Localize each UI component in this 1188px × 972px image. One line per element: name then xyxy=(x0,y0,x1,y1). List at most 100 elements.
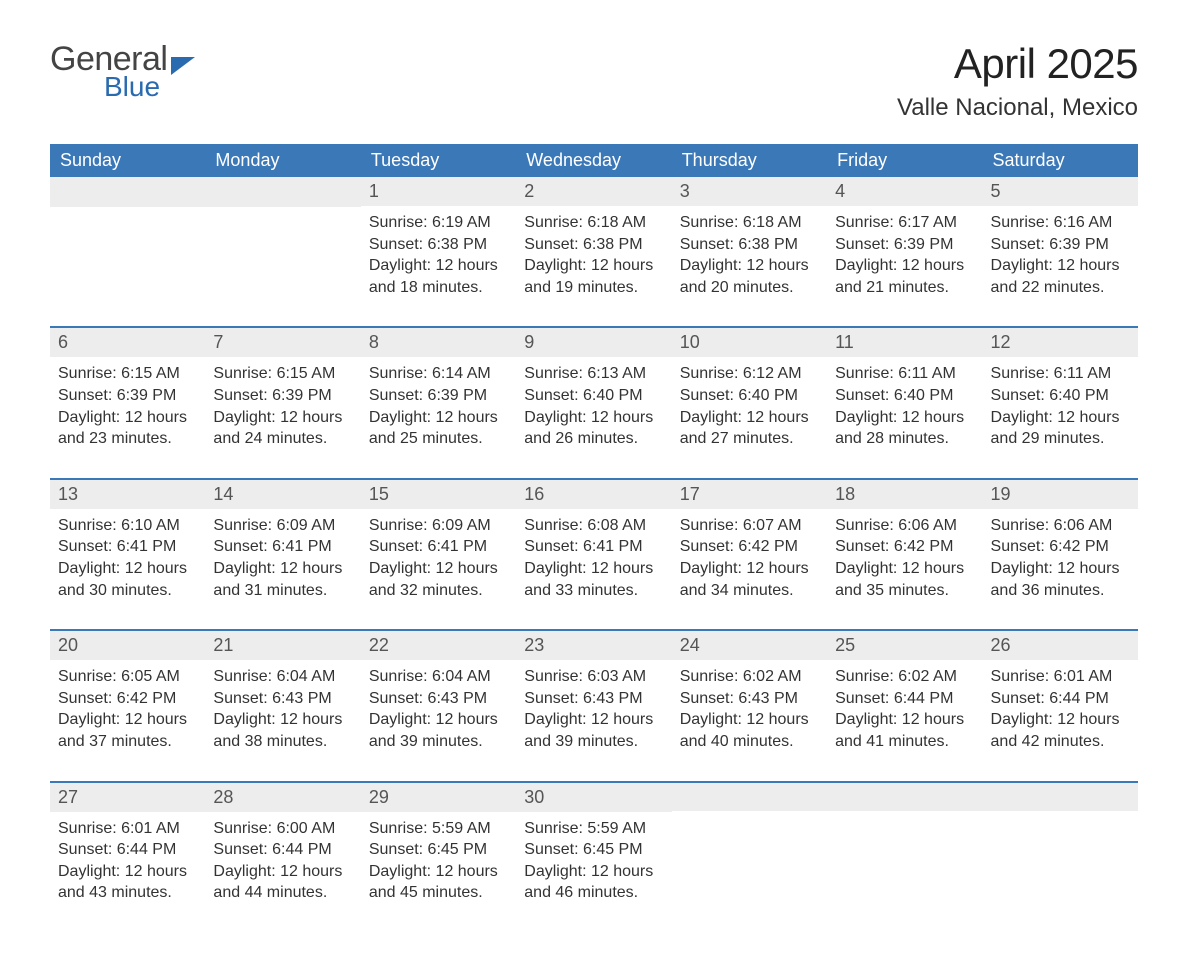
day-body: Sunrise: 6:11 AMSunset: 6:40 PMDaylight:… xyxy=(983,357,1138,477)
day-body: Sunrise: 5:59 AMSunset: 6:45 PMDaylight:… xyxy=(361,812,516,932)
day-body: Sunrise: 6:07 AMSunset: 6:42 PMDaylight:… xyxy=(672,509,827,629)
day-cell: 18Sunrise: 6:06 AMSunset: 6:42 PMDayligh… xyxy=(827,478,982,629)
daylight-text: Daylight: 12 hours and 46 minutes. xyxy=(524,861,663,904)
day-number: 25 xyxy=(827,629,982,660)
day-cell: 10Sunrise: 6:12 AMSunset: 6:40 PMDayligh… xyxy=(672,326,827,477)
sunset-text: Sunset: 6:44 PM xyxy=(58,839,197,861)
daylight-text: Daylight: 12 hours and 43 minutes. xyxy=(58,861,197,904)
day-number: 6 xyxy=(50,326,205,357)
sunrise-text: Sunrise: 6:16 AM xyxy=(991,212,1130,234)
page-header: General Blue April 2025 Valle Nacional, … xyxy=(50,40,1138,136)
day-body: Sunrise: 6:18 AMSunset: 6:38 PMDaylight:… xyxy=(516,206,671,326)
day-number: 15 xyxy=(361,478,516,509)
daylight-text: Daylight: 12 hours and 41 minutes. xyxy=(835,709,974,752)
daylight-text: Daylight: 12 hours and 37 minutes. xyxy=(58,709,197,752)
day-body: Sunrise: 6:08 AMSunset: 6:41 PMDaylight:… xyxy=(516,509,671,629)
daylight-text: Daylight: 12 hours and 27 minutes. xyxy=(680,407,819,450)
sunset-text: Sunset: 6:42 PM xyxy=(58,688,197,710)
sunset-text: Sunset: 6:44 PM xyxy=(991,688,1130,710)
daylight-text: Daylight: 12 hours and 44 minutes. xyxy=(213,861,352,904)
day-cell: 11Sunrise: 6:11 AMSunset: 6:40 PMDayligh… xyxy=(827,326,982,477)
day-body: Sunrise: 6:15 AMSunset: 6:39 PMDaylight:… xyxy=(50,357,205,477)
weekday-header-row: Sunday Monday Tuesday Wednesday Thursday… xyxy=(50,144,1138,177)
daylight-text: Daylight: 12 hours and 25 minutes. xyxy=(369,407,508,450)
day-body: Sunrise: 6:09 AMSunset: 6:41 PMDaylight:… xyxy=(205,509,360,629)
day-body: Sunrise: 6:04 AMSunset: 6:43 PMDaylight:… xyxy=(361,660,516,780)
daylight-text: Daylight: 12 hours and 22 minutes. xyxy=(991,255,1130,298)
brand-word-2: Blue xyxy=(104,71,195,103)
day-number: 13 xyxy=(50,478,205,509)
day-number: 3 xyxy=(672,177,827,206)
sunset-text: Sunset: 6:41 PM xyxy=(213,536,352,558)
day-body: Sunrise: 6:06 AMSunset: 6:42 PMDaylight:… xyxy=(827,509,982,629)
day-body-empty xyxy=(50,207,205,317)
day-body: Sunrise: 6:10 AMSunset: 6:41 PMDaylight:… xyxy=(50,509,205,629)
sunset-text: Sunset: 6:40 PM xyxy=(991,385,1130,407)
day-number-bar-empty xyxy=(205,177,360,207)
weekday-wednesday: Wednesday xyxy=(516,144,671,177)
day-cell xyxy=(205,177,360,326)
sunrise-text: Sunrise: 6:17 AM xyxy=(835,212,974,234)
day-cell: 4Sunrise: 6:17 AMSunset: 6:39 PMDaylight… xyxy=(827,177,982,326)
sunset-text: Sunset: 6:40 PM xyxy=(680,385,819,407)
day-number-bar-empty xyxy=(672,781,827,811)
day-number: 14 xyxy=(205,478,360,509)
day-cell: 9Sunrise: 6:13 AMSunset: 6:40 PMDaylight… xyxy=(516,326,671,477)
sunset-text: Sunset: 6:39 PM xyxy=(835,234,974,256)
day-cell: 30Sunrise: 5:59 AMSunset: 6:45 PMDayligh… xyxy=(516,781,671,932)
sunset-text: Sunset: 6:43 PM xyxy=(369,688,508,710)
sunrise-text: Sunrise: 6:08 AM xyxy=(524,515,663,537)
sunrise-text: Sunrise: 6:10 AM xyxy=(58,515,197,537)
sunrise-text: Sunrise: 6:13 AM xyxy=(524,363,663,385)
day-body: Sunrise: 6:00 AMSunset: 6:44 PMDaylight:… xyxy=(205,812,360,932)
sunrise-text: Sunrise: 6:15 AM xyxy=(213,363,352,385)
sunset-text: Sunset: 6:41 PM xyxy=(524,536,663,558)
title-block: April 2025 Valle Nacional, Mexico xyxy=(897,40,1138,136)
day-body: Sunrise: 5:59 AMSunset: 6:45 PMDaylight:… xyxy=(516,812,671,932)
daylight-text: Daylight: 12 hours and 39 minutes. xyxy=(369,709,508,752)
day-cell xyxy=(983,781,1138,932)
day-cell: 3Sunrise: 6:18 AMSunset: 6:38 PMDaylight… xyxy=(672,177,827,326)
day-cell: 2Sunrise: 6:18 AMSunset: 6:38 PMDaylight… xyxy=(516,177,671,326)
week-row: 6Sunrise: 6:15 AMSunset: 6:39 PMDaylight… xyxy=(50,326,1138,477)
day-body: Sunrise: 6:17 AMSunset: 6:39 PMDaylight:… xyxy=(827,206,982,326)
day-cell xyxy=(827,781,982,932)
week-row: 27Sunrise: 6:01 AMSunset: 6:44 PMDayligh… xyxy=(50,781,1138,932)
day-cell: 8Sunrise: 6:14 AMSunset: 6:39 PMDaylight… xyxy=(361,326,516,477)
day-cell: 19Sunrise: 6:06 AMSunset: 6:42 PMDayligh… xyxy=(983,478,1138,629)
daylight-text: Daylight: 12 hours and 28 minutes. xyxy=(835,407,974,450)
day-cell: 14Sunrise: 6:09 AMSunset: 6:41 PMDayligh… xyxy=(205,478,360,629)
sunset-text: Sunset: 6:45 PM xyxy=(524,839,663,861)
month-title: April 2025 xyxy=(897,40,1138,88)
day-cell: 15Sunrise: 6:09 AMSunset: 6:41 PMDayligh… xyxy=(361,478,516,629)
day-number: 20 xyxy=(50,629,205,660)
sunset-text: Sunset: 6:38 PM xyxy=(369,234,508,256)
sunset-text: Sunset: 6:38 PM xyxy=(524,234,663,256)
sunrise-text: Sunrise: 6:09 AM xyxy=(369,515,508,537)
day-body: Sunrise: 6:09 AMSunset: 6:41 PMDaylight:… xyxy=(361,509,516,629)
sunrise-text: Sunrise: 6:14 AM xyxy=(369,363,508,385)
day-cell: 1Sunrise: 6:19 AMSunset: 6:38 PMDaylight… xyxy=(361,177,516,326)
sunset-text: Sunset: 6:40 PM xyxy=(835,385,974,407)
day-body: Sunrise: 6:02 AMSunset: 6:43 PMDaylight:… xyxy=(672,660,827,780)
day-cell: 6Sunrise: 6:15 AMSunset: 6:39 PMDaylight… xyxy=(50,326,205,477)
sunrise-text: Sunrise: 6:04 AM xyxy=(213,666,352,688)
day-body: Sunrise: 6:01 AMSunset: 6:44 PMDaylight:… xyxy=(983,660,1138,780)
sunset-text: Sunset: 6:43 PM xyxy=(213,688,352,710)
day-body: Sunrise: 6:19 AMSunset: 6:38 PMDaylight:… xyxy=(361,206,516,326)
weekday-sunday: Sunday xyxy=(50,144,205,177)
day-cell: 29Sunrise: 5:59 AMSunset: 6:45 PMDayligh… xyxy=(361,781,516,932)
day-cell: 7Sunrise: 6:15 AMSunset: 6:39 PMDaylight… xyxy=(205,326,360,477)
day-body: Sunrise: 6:11 AMSunset: 6:40 PMDaylight:… xyxy=(827,357,982,477)
brand-logo: General Blue xyxy=(50,40,195,103)
day-cell: 13Sunrise: 6:10 AMSunset: 6:41 PMDayligh… xyxy=(50,478,205,629)
weekday-tuesday: Tuesday xyxy=(361,144,516,177)
day-body: Sunrise: 6:01 AMSunset: 6:44 PMDaylight:… xyxy=(50,812,205,932)
week-row: 13Sunrise: 6:10 AMSunset: 6:41 PMDayligh… xyxy=(50,478,1138,629)
daylight-text: Daylight: 12 hours and 45 minutes. xyxy=(369,861,508,904)
day-number: 11 xyxy=(827,326,982,357)
sunset-text: Sunset: 6:38 PM xyxy=(680,234,819,256)
day-cell: 23Sunrise: 6:03 AMSunset: 6:43 PMDayligh… xyxy=(516,629,671,780)
day-number: 5 xyxy=(983,177,1138,206)
daylight-text: Daylight: 12 hours and 30 minutes. xyxy=(58,558,197,601)
